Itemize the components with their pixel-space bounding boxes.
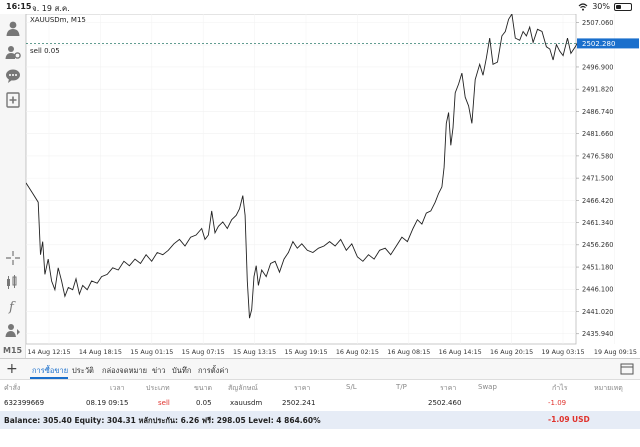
clock-date: จ. 19 ส.ค. bbox=[32, 4, 70, 13]
active-tab-indicator bbox=[30, 377, 68, 379]
tab-journal[interactable]: บันทึก bbox=[172, 366, 192, 375]
row-order: 632399669 bbox=[4, 399, 45, 407]
plot-frame bbox=[26, 14, 577, 345]
chat-icon[interactable] bbox=[5, 68, 21, 84]
wifi-icon bbox=[578, 2, 588, 11]
current-price-tag bbox=[577, 38, 639, 49]
chart-canvas[interactable]: 2507.0602501.9002496.9002491.8202486.740… bbox=[26, 14, 640, 358]
price-axis-label: 2507.060 bbox=[582, 19, 613, 27]
col-size: ขนาด bbox=[194, 384, 213, 392]
collapse-panel-icon[interactable] bbox=[620, 363, 634, 375]
time-axis-label: 15 Aug 13:15 bbox=[233, 348, 276, 356]
table-row[interactable]: 632399669 08.19 09:15 sell 0.05 xauusdm … bbox=[0, 396, 640, 410]
svg-text:f: f bbox=[8, 300, 16, 314]
function-icon[interactable]: f bbox=[5, 298, 21, 314]
col-swap: Swap bbox=[478, 383, 497, 391]
terminal-tab-bar: + การซื้อขาย ประวัติ กล่องจดหมาย ข่าว บั… bbox=[0, 358, 640, 380]
col-symbol: สัญลักษณ์ bbox=[228, 384, 258, 392]
row-type: sell bbox=[158, 399, 170, 407]
time-axis-label: 16 Aug 14:15 bbox=[439, 348, 482, 356]
objects-icon[interactable] bbox=[5, 322, 21, 338]
tab-news[interactable]: ข่าว bbox=[152, 366, 166, 375]
col-order: คำสั่ง bbox=[4, 384, 21, 392]
order-line-label: sell 0.05 bbox=[30, 47, 60, 55]
price-line bbox=[26, 14, 583, 319]
col-type: ประเภท bbox=[146, 384, 170, 392]
col-sl: S/L bbox=[346, 383, 357, 391]
symbol-label: XAUUSDm, M15 bbox=[30, 16, 86, 24]
time-axis-label: 19 Aug 03:15 bbox=[541, 348, 584, 356]
price-axis-label: 2491.820 bbox=[582, 86, 613, 94]
clock-time: 16:15 bbox=[6, 2, 32, 11]
add-document-icon[interactable] bbox=[5, 92, 21, 108]
price-chart[interactable]: 2507.0602501.9002496.9002491.8202486.740… bbox=[26, 14, 640, 358]
positions-header: คำสั่ง เวลา ประเภท ขนาด สัญลักษณ์ ราคา S… bbox=[0, 380, 640, 394]
tab-settings[interactable]: การตั้งค่า bbox=[198, 366, 229, 375]
row-size: 0.05 bbox=[196, 399, 212, 407]
tab-trade[interactable]: การซื้อขาย bbox=[32, 366, 69, 375]
price-axis-label: 2435.940 bbox=[582, 330, 613, 338]
time-axis-label: 15 Aug 07:15 bbox=[182, 348, 225, 356]
time-axis-label: 19 Aug 09:15 bbox=[594, 348, 637, 356]
row-symbol: xauusdm bbox=[230, 399, 263, 407]
col-current-price: ราคา bbox=[440, 384, 457, 392]
price-axis-label: 2441.020 bbox=[582, 308, 613, 316]
indicators-icon[interactable] bbox=[5, 274, 21, 290]
battery-icon bbox=[614, 2, 632, 11]
battery-fill bbox=[616, 4, 621, 9]
balance-row: Balance: 305.40 Equity: 304.31 หลักประกั… bbox=[0, 411, 640, 429]
col-comment: หมายเหตุ bbox=[594, 384, 623, 392]
price-axis-label: 2451.180 bbox=[582, 263, 613, 271]
account-currency: USD bbox=[572, 415, 590, 424]
row-price: 2502.241 bbox=[282, 399, 316, 407]
row-current-price: 2502.460 bbox=[428, 399, 462, 407]
row-time: 08.19 09:15 bbox=[86, 399, 129, 407]
price-axis-label: 2486.740 bbox=[582, 108, 613, 116]
tab-history[interactable]: ประวัติ bbox=[72, 366, 94, 375]
person-icon[interactable] bbox=[5, 20, 21, 36]
total-profit: -1.09 bbox=[548, 415, 570, 424]
col-time: เวลา bbox=[110, 384, 125, 392]
timeframe-label[interactable]: M15 bbox=[3, 346, 23, 355]
time-axis-label: 14 Aug 18:15 bbox=[79, 348, 122, 356]
price-axis-label: 2456.260 bbox=[582, 241, 613, 249]
new-order-button[interactable]: + bbox=[6, 361, 18, 377]
price-axis-label: 2476.580 bbox=[582, 152, 613, 160]
battery-percent: 30% bbox=[592, 2, 610, 11]
status-indicators: 30% bbox=[578, 2, 632, 11]
balance-summary: Balance: 305.40 Equity: 304.31 หลักประกั… bbox=[4, 416, 321, 425]
row-profit: -1.09 bbox=[548, 399, 567, 407]
price-axis-label: 2446.100 bbox=[582, 286, 613, 294]
time-axis-label: 15 Aug 01:15 bbox=[130, 348, 173, 356]
person-settings-icon[interactable] bbox=[5, 44, 21, 60]
current-price-tag-text: 2502.280 bbox=[582, 40, 615, 48]
time-axis-label: 14 Aug 12:15 bbox=[27, 348, 70, 356]
price-axis-label: 2461.340 bbox=[582, 219, 613, 227]
col-profit: กำไร bbox=[552, 384, 568, 392]
time-axis-label: 16 Aug 20:15 bbox=[490, 348, 533, 356]
price-axis-label: 2496.900 bbox=[582, 63, 613, 71]
crosshair-icon[interactable] bbox=[5, 250, 21, 266]
tab-mailbox[interactable]: กล่องจดหมาย bbox=[102, 366, 148, 375]
status-bar: 16:15 จ. 19 ส.ค. 30% bbox=[0, 0, 640, 14]
price-axis-label: 2481.660 bbox=[582, 130, 613, 138]
time-axis-label: 16 Aug 08:15 bbox=[387, 348, 430, 356]
price-axis-label: 2466.420 bbox=[582, 197, 613, 205]
left-toolbar: f M15 bbox=[0, 14, 26, 358]
time-axis-label: 15 Aug 19:15 bbox=[284, 348, 327, 356]
time-axis-label: 16 Aug 02:15 bbox=[336, 348, 379, 356]
col-tp: T/P bbox=[396, 383, 407, 391]
price-axis-label: 2471.500 bbox=[582, 175, 613, 183]
col-price: ราคา bbox=[294, 384, 311, 392]
empty-area bbox=[0, 429, 640, 447]
